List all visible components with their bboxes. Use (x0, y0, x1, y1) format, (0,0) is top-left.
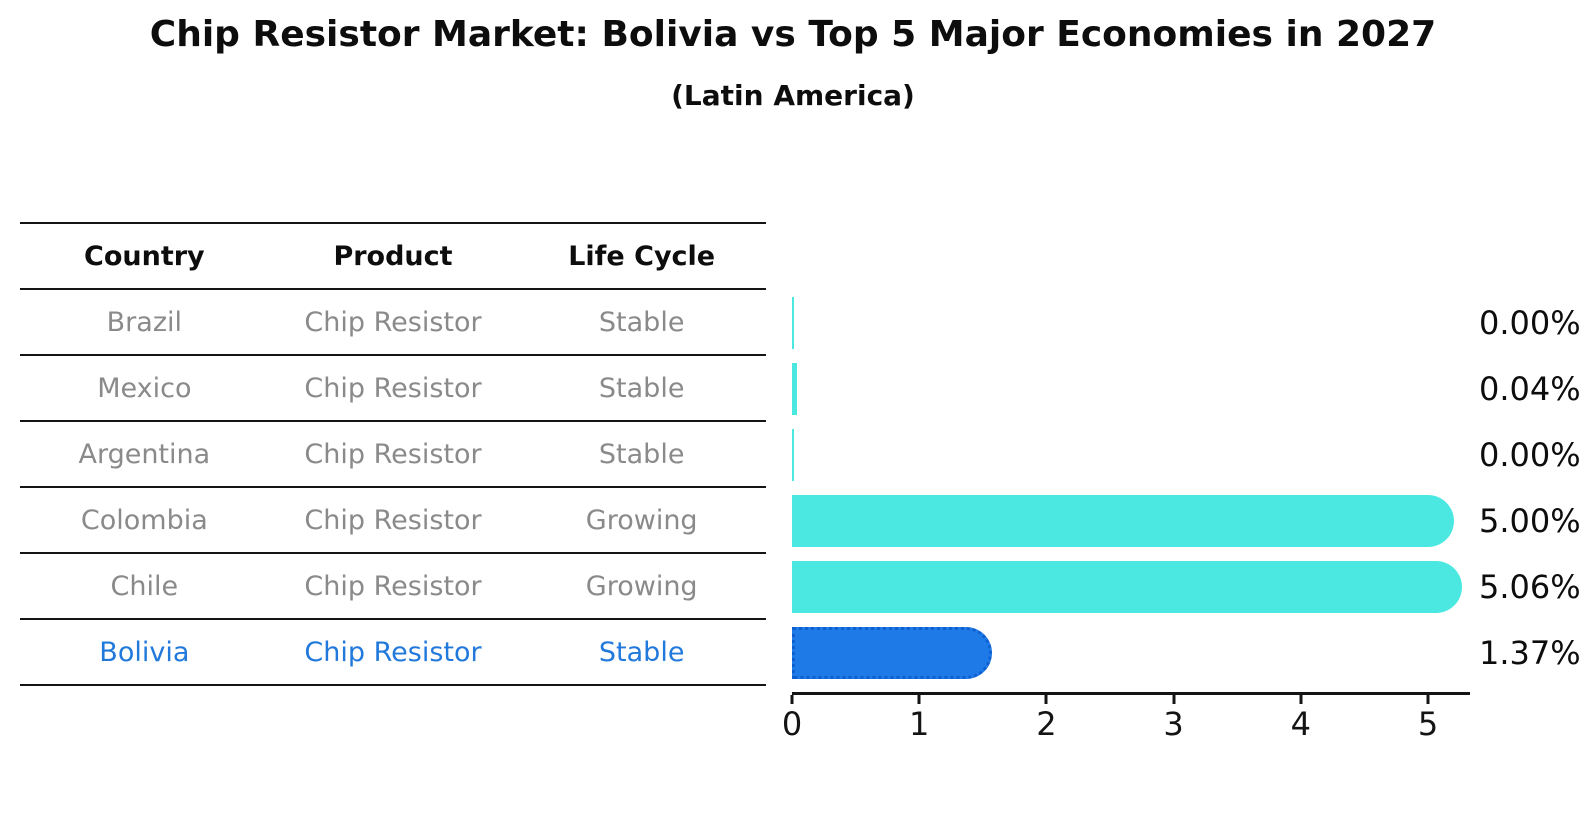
value-label-bolivia: 1.37% (1479, 634, 1581, 672)
x-tick-label: 0 (781, 705, 803, 743)
table-cell-life-cycle: Stable (598, 372, 685, 404)
table-header-row: Country Product Life Cycle (20, 224, 766, 290)
table-row-bolivia: Bolivia Chip Resistor Stable (20, 620, 766, 686)
bar-bolivia (792, 627, 993, 679)
table-cell-life-cycle: Growing (585, 570, 698, 602)
table-row-chile: Chile Chip Resistor Growing (20, 554, 766, 620)
table-cell-product: Chip Resistor (304, 372, 482, 404)
chart-title: Chip Resistor Market: Bolivia vs Top 5 M… (149, 14, 1437, 55)
x-axis: 0 1 2 3 4 5 (782, 692, 1470, 756)
x-tick-mark (917, 695, 921, 704)
table-cell-life-cycle: Stable (598, 306, 685, 338)
x-tick-label: 2 (1036, 705, 1057, 743)
x-tick-mark (1172, 695, 1176, 704)
table-cell-life-cycle: Stable (598, 438, 685, 470)
value-label-mexico: 0.04% (1479, 370, 1581, 408)
x-tick-mark (790, 695, 794, 704)
bar-argentina (792, 429, 794, 481)
table-cell-life-cycle: Growing (585, 504, 698, 536)
bar-mexico (792, 363, 798, 415)
x-tick-mark (1299, 695, 1303, 704)
chart-subtitle: (Latin America) (671, 79, 915, 112)
bar-row-brazil (792, 290, 1470, 356)
bar-row-chile (792, 554, 1470, 620)
table-cell-product: Chip Resistor (304, 636, 482, 668)
table-cell-life-cycle: Stable (598, 636, 685, 668)
table-header-country: Country (84, 240, 205, 272)
x-axis-line (792, 692, 1470, 695)
table-header-life-cycle: Life Cycle (568, 240, 716, 272)
value-labels: 0.00% 0.04% 0.00% 5.00% 5.06% 1.37% (1479, 290, 1581, 686)
bar-row-argentina (792, 422, 1470, 488)
x-tick-label: 4 (1290, 705, 1311, 743)
bar-row-bolivia (792, 620, 1470, 686)
table-cell-product: Chip Resistor (304, 306, 482, 338)
table-row-mexico: Mexico Chip Resistor Stable (20, 356, 766, 422)
table-cell-country: Chile (110, 570, 179, 602)
table-cell-country: Brazil (106, 306, 183, 338)
x-tick-mark (1426, 695, 1430, 704)
x-tick-label: 1 (909, 705, 930, 743)
value-label-argentina: 0.00% (1479, 436, 1581, 474)
bar-row-mexico (792, 356, 1470, 422)
table-row-colombia: Colombia Chip Resistor Growing (20, 488, 766, 554)
value-label-colombia: 5.00% (1479, 502, 1581, 540)
table-cell-country: Colombia (80, 504, 208, 536)
table-cell-country: Argentina (78, 438, 211, 470)
table-header-product: Product (333, 240, 453, 272)
table-cell-product: Chip Resistor (304, 438, 482, 470)
country-table: Country Product Life Cycle Brazil Chip Re… (20, 222, 766, 686)
table-cell-country: Mexico (97, 372, 192, 404)
x-tick-label: 5 (1417, 705, 1439, 743)
bar-plot-area (792, 290, 1470, 686)
table-cell-country: Bolivia (99, 636, 190, 668)
bar-colombia (792, 495, 1455, 547)
x-tick-mark (1044, 695, 1048, 704)
value-label-brazil: 0.00% (1479, 304, 1581, 342)
bar-chile (792, 561, 1462, 613)
table-row-brazil: Brazil Chip Resistor Stable (20, 290, 766, 356)
bar-row-colombia (792, 488, 1470, 554)
x-tick-label: 3 (1163, 705, 1184, 743)
table-row-argentina: Argentina Chip Resistor Stable (20, 422, 766, 488)
value-label-chile: 5.06% (1479, 568, 1581, 606)
table-cell-product: Chip Resistor (304, 570, 482, 602)
bar-brazil (792, 297, 794, 349)
table-cell-product: Chip Resistor (304, 504, 482, 536)
table-body: Brazil Chip Resistor Stable Mexico Chip Resi… (20, 290, 766, 686)
